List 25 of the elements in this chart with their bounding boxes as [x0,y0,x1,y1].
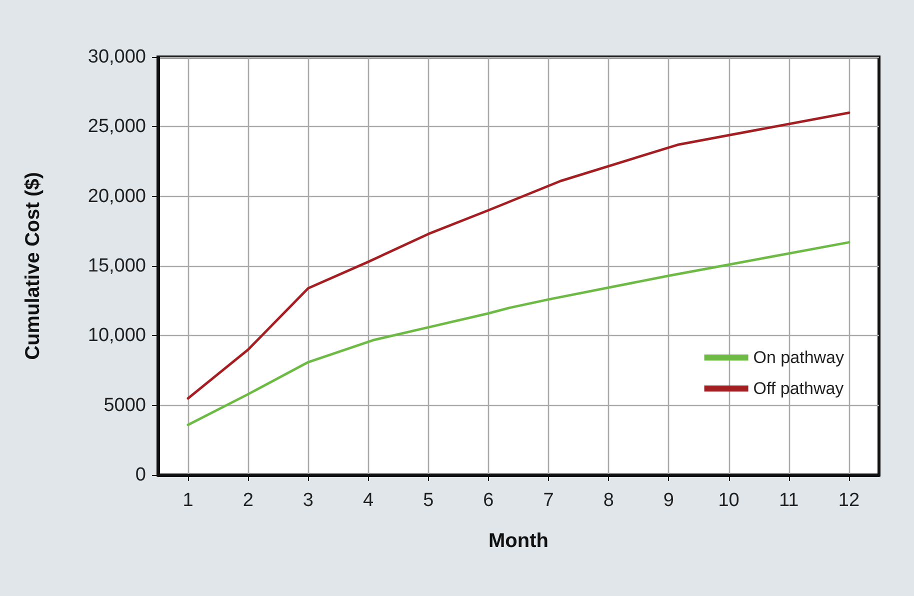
y-tick-label: 15,000 [88,256,146,276]
x-tick-label: 6 [483,490,494,511]
x-tick-label: 9 [663,490,674,511]
y-axis-title: Cumulative Cost ($) [22,172,44,360]
x-tick-label: 8 [603,490,614,511]
y-tick-label: 0 [135,464,146,486]
x-axis-title: Month [488,530,548,552]
x-tick-label: 12 [838,490,860,511]
y-tick-label: 20,000 [88,186,146,207]
legend-label: On pathway [753,348,844,367]
y-tick-label: 25,000 [88,116,146,138]
x-tick-label: 1 [182,490,194,511]
x-tick-label: 5 [423,490,434,511]
line-series [186,241,850,426]
x-tick-label: 2 [242,490,254,511]
x-tick-label: 10 [718,490,740,511]
x-tick-label: 4 [363,490,374,511]
y-tick-label: 5000 [104,394,146,416]
y-tick-label: 30,000 [88,46,146,68]
line-series [186,111,850,400]
legend-label: Off pathway [753,379,844,398]
x-tick-label: 7 [543,490,554,511]
x-tick-label: 11 [779,490,799,511]
x-tick-label: 3 [302,490,314,511]
y-tick-label: 10,000 [88,325,146,346]
